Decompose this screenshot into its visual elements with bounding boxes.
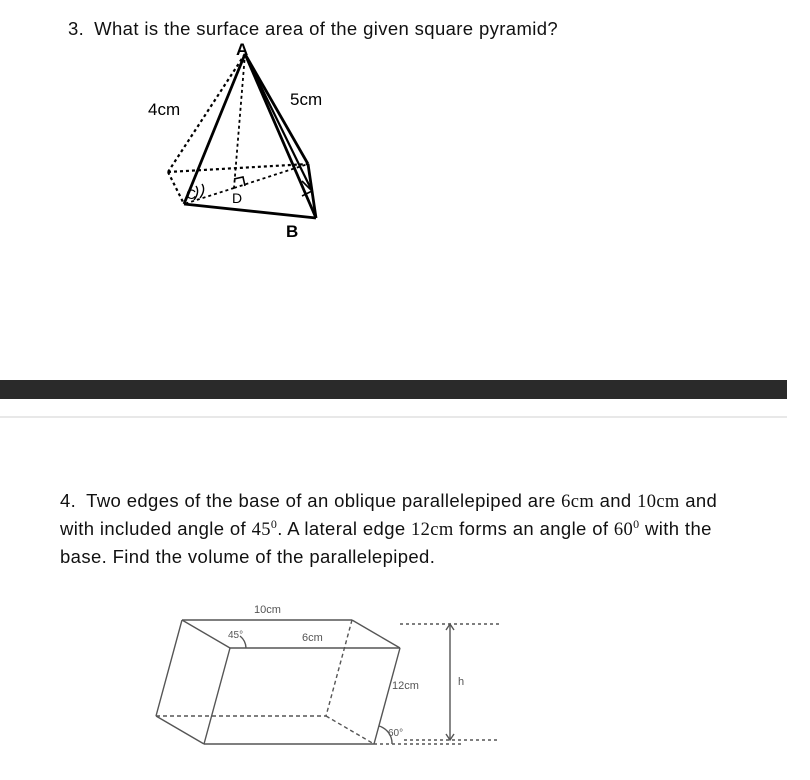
vertex-D-label: D <box>232 190 242 206</box>
q4-number: 4. <box>60 490 76 511</box>
vertex-B-label: B <box>286 222 298 242</box>
height-label: h <box>458 676 464 688</box>
q3-prompt: 3. What is the surface area of the given … <box>68 18 558 40</box>
q4-prompt: 4.Two edges of the base of an oblique pa… <box>60 488 740 571</box>
q3-figure: A B C D 4cm 5cm <box>150 46 370 256</box>
base-angle-label: 60° <box>388 728 403 739</box>
page-divider-light <box>0 399 787 418</box>
right-dimension-label: 5cm <box>290 90 322 110</box>
lateral-edge-label: 12cm <box>392 680 419 692</box>
q3-question-text: What is the surface area of the given sq… <box>94 18 558 39</box>
page-bottom: 4.Two edges of the base of an oblique pa… <box>0 418 810 780</box>
pyramid-svg <box>150 46 370 256</box>
vertex-C-label: C <box>186 186 196 202</box>
top-angle-label: 45° <box>228 630 243 641</box>
page-divider-dark <box>0 380 787 399</box>
parallelepiped-svg <box>152 598 602 768</box>
q3-number: 3. <box>68 18 84 39</box>
vertex-A-label: A <box>236 40 248 60</box>
q4-figure: 10cm 6cm 45° 12cm 60° h <box>152 598 602 768</box>
top-long-edge-label: 10cm <box>254 604 281 616</box>
top-short-edge-label: 6cm <box>302 632 323 644</box>
left-dimension-label: 4cm <box>148 100 180 120</box>
page-top: 3. What is the surface area of the given … <box>0 0 810 380</box>
